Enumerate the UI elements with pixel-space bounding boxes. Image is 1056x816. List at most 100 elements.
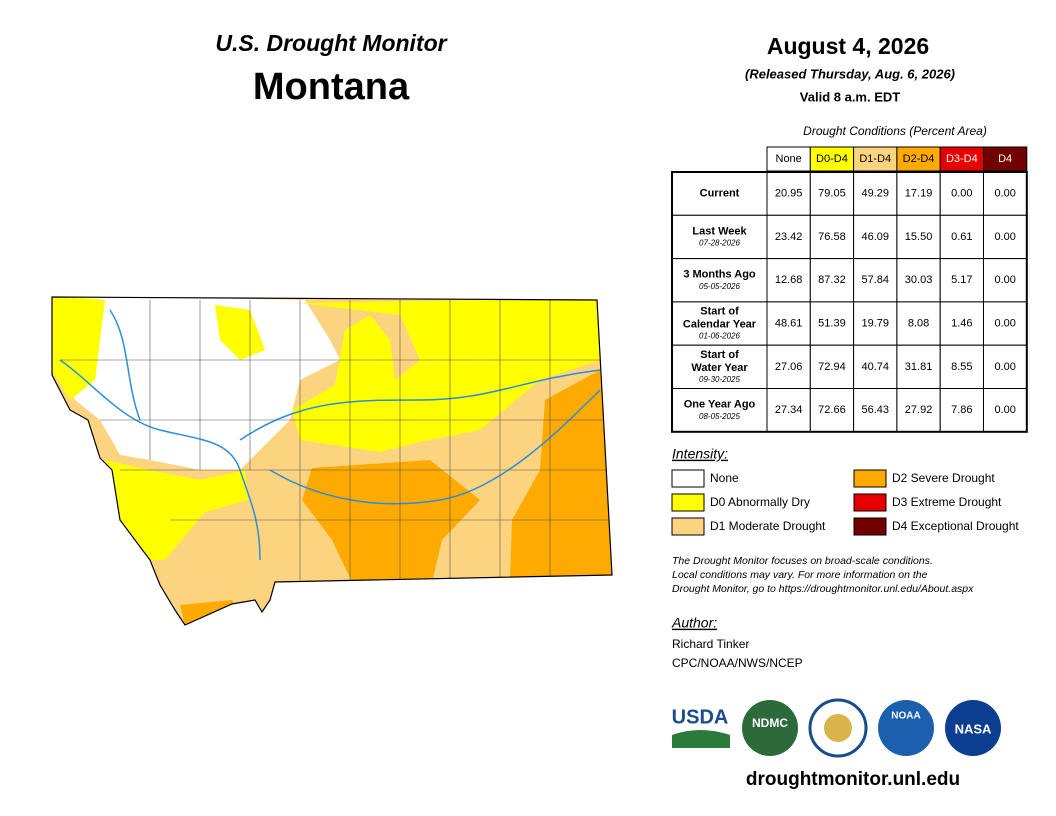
value: 72.94 — [818, 361, 846, 373]
value: 27.34 — [775, 404, 803, 416]
river — [269, 389, 601, 505]
value-cell — [809, 344, 855, 390]
author-org: CPC/NOAA/NWS/NCEP — [672, 656, 803, 670]
logo-noaa — [878, 700, 934, 756]
row-label: Last Week — [692, 225, 747, 237]
legend-swatch — [853, 493, 887, 512]
value-cell — [853, 214, 898, 260]
table-caption: Drought Conditions (Percent Area) — [803, 124, 987, 138]
region-d0 — [52, 297, 105, 400]
value-cell — [896, 258, 941, 303]
county-lines — [60, 300, 610, 580]
value-cell — [853, 171, 898, 216]
value: 0.00 — [994, 231, 1015, 243]
value: 51.39 — [818, 317, 846, 329]
date: August 4, 2026 — [767, 33, 929, 59]
value: 49.29 — [861, 188, 889, 200]
note-line: The Drought Monitor focuses on broad-sca… — [672, 555, 933, 567]
river — [59, 359, 261, 561]
value: 0.00 — [951, 188, 972, 200]
value: 46.09 — [861, 231, 889, 243]
river — [109, 309, 141, 421]
row-label-cell — [671, 171, 768, 216]
value: 87.32 — [818, 274, 846, 286]
logo-commerce-center — [824, 714, 852, 742]
value: 79.05 — [818, 188, 846, 200]
value: 40.74 — [861, 361, 889, 373]
row-label: One Year Ago — [684, 399, 756, 411]
value: 27.92 — [905, 404, 933, 416]
value: 56.43 — [861, 404, 889, 416]
value-cell — [983, 301, 1028, 346]
value-cell — [853, 388, 898, 433]
row-label: Current — [700, 188, 740, 200]
row-date: 01-06-2026 — [699, 332, 740, 341]
value: 15.50 — [905, 231, 933, 243]
row-label: 3 Months Ago — [683, 269, 756, 281]
value-cell — [983, 388, 1028, 433]
row-date: 08-05-2025 — [699, 412, 740, 421]
value-cell — [766, 388, 811, 433]
column-header-cell — [896, 146, 941, 172]
value-cell — [809, 301, 855, 346]
value: 8.55 — [951, 361, 972, 373]
legend: None D0 Abnormally Dry D1 Moderate Drought… — [671, 469, 1019, 536]
value: 12.68 — [775, 274, 803, 286]
value: 0.00 — [994, 317, 1015, 329]
valid: Valid 8 a.m. EDT — [800, 89, 900, 104]
region-d0 — [215, 305, 265, 360]
column-header: D3-D4 — [946, 153, 978, 165]
program-title: U.S. Drought Monitor — [215, 30, 447, 56]
rivers — [59, 309, 601, 561]
legend-label: D2 Severe Drought — [892, 471, 995, 485]
value: 76.58 — [818, 231, 846, 243]
legend-label: None — [710, 471, 739, 485]
value-cell — [766, 344, 811, 390]
value: 0.61 — [951, 231, 972, 243]
row-label: Water Year — [691, 362, 748, 374]
value: 27.06 — [775, 361, 803, 373]
value: 17.19 — [905, 188, 933, 200]
note-line: Drought Monitor, go to https://droughtmo… — [672, 583, 974, 595]
value-cell — [983, 344, 1028, 390]
value: 0.00 — [994, 404, 1015, 416]
value-cell — [766, 258, 811, 303]
logo-ndmc — [742, 700, 798, 756]
column-header: D2-D4 — [903, 153, 935, 165]
value: 1.46 — [951, 317, 972, 329]
column-header: None — [776, 153, 802, 165]
value-cell — [896, 388, 941, 433]
column-header: D1-D4 — [859, 153, 891, 165]
value: 5.17 — [951, 274, 972, 286]
row-date: 05-05-2026 — [699, 282, 740, 291]
url: droughtmonitor.unl.edu — [746, 769, 960, 790]
logo-usda: USDA — [672, 706, 729, 728]
legend-swatch — [671, 469, 705, 488]
row-label: Calendar Year — [683, 318, 757, 330]
legend-label: D0 Abnormally Dry — [710, 495, 810, 509]
value: 20.95 — [775, 188, 803, 200]
table-border — [671, 171, 1028, 433]
row-label: Start of — [700, 305, 739, 317]
value: 23.42 — [775, 231, 803, 243]
state-outline — [51, 296, 613, 626]
legend-swatch — [853, 469, 887, 488]
value-cell — [766, 214, 811, 260]
value-cell — [896, 214, 941, 260]
value: 48.61 — [775, 317, 803, 329]
value-cell — [809, 171, 855, 216]
value: 57.84 — [861, 274, 889, 286]
note: The Drought Monitor focuses on broad-sca… — [672, 555, 974, 595]
region-d2 — [510, 370, 612, 582]
value-cell — [983, 258, 1028, 303]
column-header: D0-D4 — [816, 153, 848, 165]
value-cell — [809, 214, 855, 260]
author-name: Richard Tinker — [672, 637, 749, 651]
value: 72.66 — [818, 404, 846, 416]
value: 30.03 — [905, 274, 933, 286]
county-line — [60, 300, 610, 580]
logo-usda-field — [672, 730, 730, 748]
region-d2 — [302, 460, 480, 582]
value: 31.81 — [905, 361, 933, 373]
